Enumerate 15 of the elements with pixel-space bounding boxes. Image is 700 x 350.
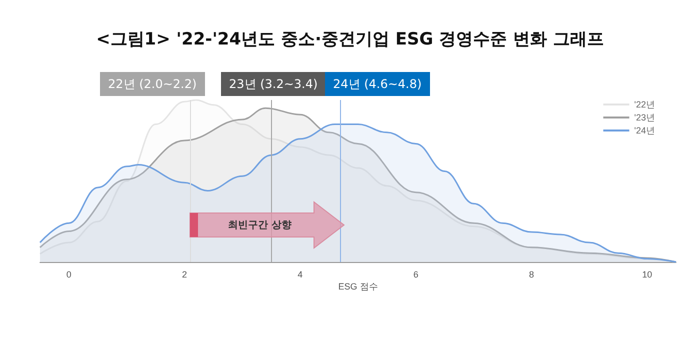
chart-title: <그림1> '22-'24년도 중소·중견기업 ESG 경영수준 변화 그래프 — [96, 30, 604, 50]
x-tick-label: 6 — [413, 270, 418, 280]
x-axis-title: ESG 점수 — [338, 282, 378, 292]
legend-label: '23년 — [634, 112, 656, 122]
x-tick-label: 4 — [298, 270, 303, 280]
legend-label: '24년 — [634, 126, 656, 136]
text: 24년 (4.6~4.8) — [325, 72, 430, 96]
x-tick-label: 0 — [66, 270, 72, 280]
x-tick-label: 8 — [528, 270, 534, 280]
text: 22년 (2.0~2.2) — [100, 72, 205, 96]
x-tick-label: 2 — [182, 270, 188, 280]
legend-label: '22년 — [634, 100, 656, 110]
text: 23년 (3.2~3.4) — [221, 72, 326, 96]
x-tick-label: 10 — [642, 270, 652, 280]
annotation: 최빈구간 상향 — [228, 219, 292, 232]
